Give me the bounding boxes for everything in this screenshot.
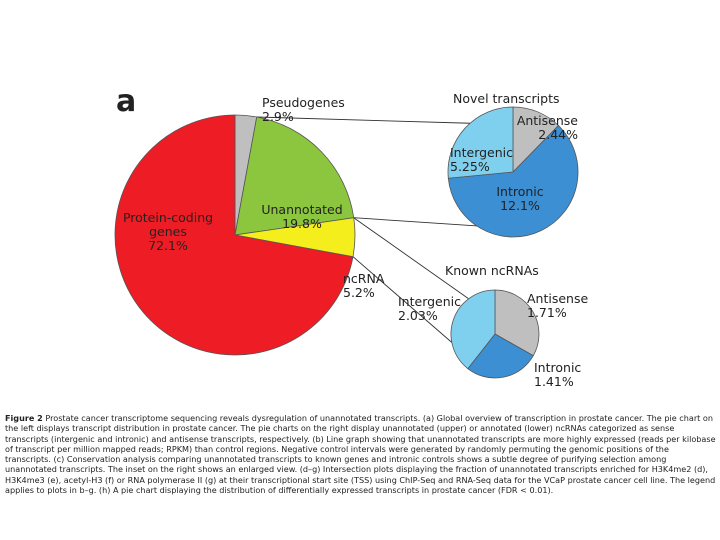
connector-line: [353, 217, 478, 227]
pie-figure: Pseudogenes 2.9% Unannotated 19.8% ncRNA 5.2%…: [114, 91, 589, 389]
inset-lower-slice-label-1: Intronic 1.41%: [534, 360, 581, 389]
main-slice-label-3: Protein-coding genes 72.1%: [123, 210, 213, 253]
caption-body: Prostate cancer transcriptome sequencing…: [5, 413, 716, 496]
inset-upper-slice-label-0: Antisense 2.44%: [517, 113, 578, 142]
panel-letter: a: [116, 84, 137, 119]
inset-upper-title: Novel transcripts: [453, 91, 560, 106]
caption-lead: Figure 2: [5, 413, 43, 423]
inset-upper-slice-1: [447, 124, 579, 238]
inset-upper-slice-2: [447, 106, 514, 179]
inset-lower-title: Known ncRNAs: [445, 263, 539, 278]
pie-charts: [114, 106, 579, 379]
connector-line: [353, 217, 469, 300]
main-slice-1: [234, 116, 355, 236]
inset-lower-slice-label-0: Antisense 1.71%: [527, 291, 588, 320]
inset-lower-slice-label-2: Intergenic 2.03%: [398, 294, 461, 323]
inset-lower-slice-2: [450, 289, 496, 370]
inset-upper-slice-label-2: Intergenic 5.25%: [450, 145, 513, 174]
inset-lower-slice-1: [467, 333, 534, 379]
connector-line: [256, 116, 471, 124]
main-slice-label-0: Pseudogenes 2.9%: [262, 95, 345, 124]
main-slice-label-2: ncRNA 5.2%: [343, 271, 385, 300]
figure-caption: Figure 2 Prostate cancer transcriptome s…: [5, 413, 717, 495]
inset-upper-slice-label-1: Intronic 12.1%: [496, 184, 543, 213]
main-slice-label-1: Unannotated 19.8%: [261, 202, 342, 231]
pie-labels: Pseudogenes 2.9% Unannotated 19.8% ncRNA 5.2%…: [123, 91, 589, 389]
inset-lower-slice-0: [494, 289, 540, 357]
main-slice-3: [114, 114, 354, 356]
